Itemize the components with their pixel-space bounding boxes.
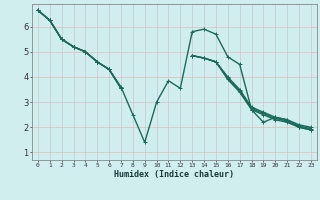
X-axis label: Humidex (Indice chaleur): Humidex (Indice chaleur) (115, 170, 234, 179)
